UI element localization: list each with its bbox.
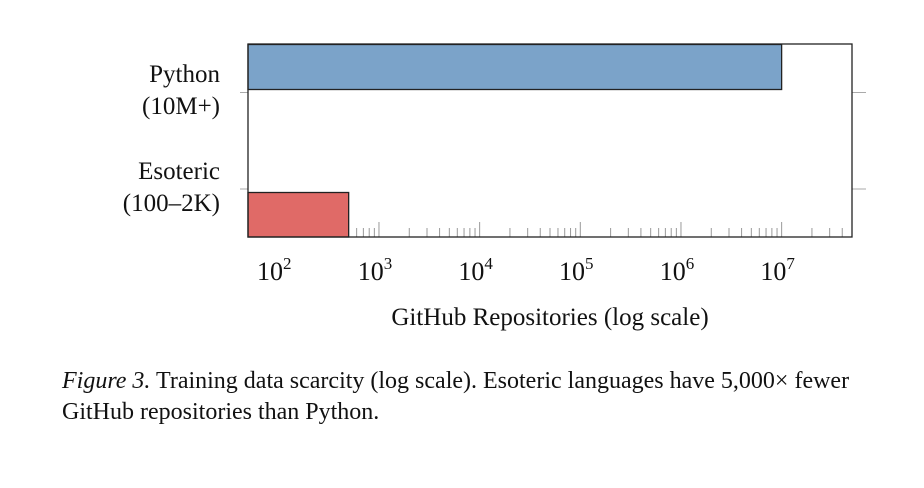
x-tick-label: 102 [257, 254, 292, 286]
caption-text: Training data scarcity (log scale). Esot… [62, 368, 850, 425]
x-axis-label: GitHub Repositories (log scale) [391, 304, 708, 331]
category-label-python: Python (10M+) [142, 59, 220, 123]
category-sublabel: (100–2K) [122, 190, 220, 217]
bar-esoteric [247, 191, 350, 238]
category-name: Esoteric [138, 158, 220, 185]
category-label-esoteric: Esoteric (100–2K) [123, 156, 220, 220]
category-name: Python [149, 61, 220, 88]
x-tick-label: 107 [760, 254, 795, 286]
x-tick-label: 103 [358, 254, 393, 286]
x-tick-label: 104 [458, 254, 493, 286]
figure-caption: Figure 3. Training data scarcity (log sc… [62, 366, 902, 428]
x-tick-label: 106 [660, 254, 695, 286]
plot-frame [247, 43, 853, 238]
caption-label: Figure 3. [62, 368, 151, 394]
category-sublabel: (10M+) [142, 93, 220, 120]
x-tick-label: 105 [559, 254, 594, 286]
bar-python [247, 43, 783, 91]
